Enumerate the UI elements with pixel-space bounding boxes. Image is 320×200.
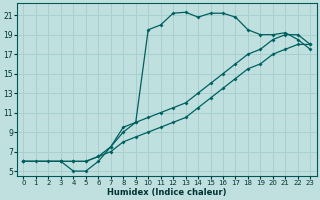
X-axis label: Humidex (Indice chaleur): Humidex (Indice chaleur) (107, 188, 227, 197)
